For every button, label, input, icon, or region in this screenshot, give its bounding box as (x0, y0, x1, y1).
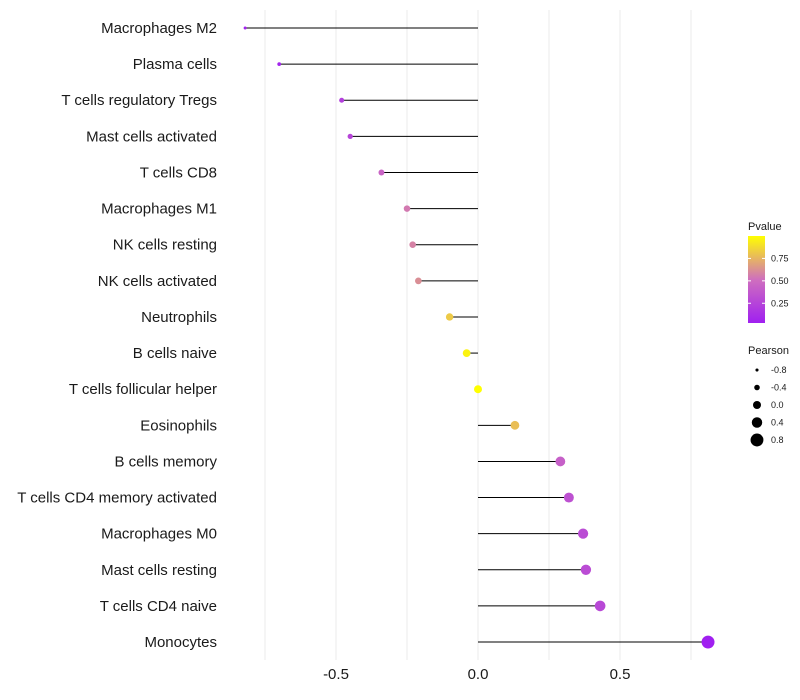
size-legend-dot (754, 384, 760, 391)
lollipop-point (474, 385, 482, 394)
lollipop-point (577, 528, 589, 539)
size-legend-dot (751, 417, 763, 428)
lollipop-point (378, 169, 385, 176)
size-legend-label: -0.4 (771, 383, 787, 393)
x-tick-label: 0.0 (468, 666, 489, 683)
lollipop-segments (245, 27, 709, 643)
x-axis-ticks: -0.5 0.0 0.5 (323, 666, 630, 683)
lollipop-point (277, 62, 282, 66)
category-label: Neutrophils (141, 309, 217, 326)
x-tick-label: -0.5 (323, 666, 349, 683)
size-legend-label: 0.4 (771, 418, 784, 428)
size-legend-dot (755, 368, 759, 372)
lollipop-point (510, 420, 520, 430)
color-tick-label: 0.50 (771, 276, 789, 286)
category-label: Macrophages M0 (101, 526, 217, 543)
lollipop-points (243, 26, 715, 649)
size-legend-label: -0.8 (771, 365, 787, 375)
lollipop-point (403, 205, 411, 212)
color-tick-label: 0.75 (771, 253, 789, 263)
color-legend-title: Pvalue (748, 221, 782, 233)
category-label: Eosinophils (140, 417, 217, 434)
lollipop-point (415, 277, 422, 285)
category-label: Plasma cells (133, 56, 217, 73)
color-tick-label: 0.25 (771, 298, 789, 308)
grid-lines (264, 10, 692, 660)
category-label: Mast cells activated (86, 128, 217, 145)
size-legend-label: 0.8 (771, 435, 784, 445)
x-tick-label: 0.5 (610, 666, 631, 683)
lollipop-point (409, 241, 416, 249)
size-legend-dot (750, 433, 764, 447)
lollipop-point (594, 600, 606, 612)
category-label: NK cells activated (98, 273, 217, 290)
lollipop-point (701, 635, 715, 649)
lollipop-point (563, 492, 574, 503)
color-bar (748, 236, 765, 323)
legend: Pvalue 0.25 0.50 0.75 Pearson -0.8 -0.4 0.0 0.4 0… (748, 221, 789, 447)
lollipop-point (462, 349, 471, 357)
lollipop-point (445, 313, 454, 321)
lollipop-point (339, 97, 345, 103)
category-label: NK cells resting (113, 237, 217, 254)
size-legend-dot (753, 401, 761, 409)
category-label: T cells regulatory Tregs (61, 92, 217, 109)
category-label: T cells CD4 memory activated (17, 490, 217, 507)
category-label: T cells CD8 (140, 164, 217, 181)
size-legend-label: 0.0 (771, 400, 784, 410)
lollipop-point (243, 26, 247, 30)
lollipop-point (347, 133, 353, 139)
lollipop-point (580, 564, 592, 575)
category-label: Monocytes (144, 634, 217, 651)
category-label: Macrophages M1 (101, 201, 217, 218)
category-labels: Macrophages M2 Plasma cells T cells regula… (17, 20, 217, 651)
category-label: Macrophages M2 (101, 20, 217, 37)
category-label: B cells memory (114, 453, 217, 470)
category-label: Mast cells resting (101, 562, 217, 579)
category-label: T cells CD4 naive (100, 598, 217, 615)
size-legend-title: Pearson (748, 345, 789, 357)
category-label: B cells naive (133, 345, 217, 362)
lollipop-point (555, 456, 566, 467)
category-label: T cells follicular helper (69, 381, 217, 398)
